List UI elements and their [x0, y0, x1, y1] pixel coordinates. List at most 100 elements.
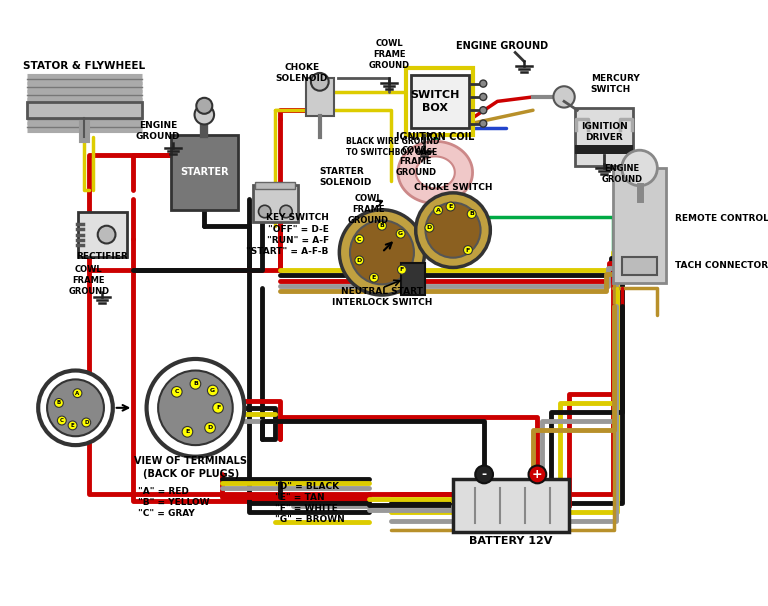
- Text: KEY SWITCH
"OFF" = D-E
"RUN" = A-F
"START" = A-F-B: KEY SWITCH "OFF" = D-E "RUN" = A-F "STAR…: [247, 213, 329, 256]
- Text: COWL
FRAME
GROUND: COWL FRAME GROUND: [68, 265, 109, 296]
- Text: VIEW OF TERMINALS
(BACK OF PLUGS): VIEW OF TERMINALS (BACK OF PLUGS): [134, 456, 247, 479]
- Text: ENGINE
GROUND: ENGINE GROUND: [136, 121, 180, 141]
- FancyBboxPatch shape: [401, 264, 425, 295]
- Circle shape: [467, 210, 476, 218]
- FancyBboxPatch shape: [256, 182, 296, 189]
- Circle shape: [475, 465, 493, 484]
- Circle shape: [194, 105, 214, 124]
- Text: C: C: [60, 418, 64, 423]
- Text: "D" = BLACK
"E" = TAN
"F" = WHITE
"G" = BROWN: "D" = BLACK "E" = TAN "F" = WHITE "G" = …: [276, 482, 345, 524]
- Circle shape: [425, 202, 481, 258]
- Text: A: A: [435, 208, 441, 213]
- Text: NEUTRAL START
INTERLOCK SWITCH: NEUTRAL START INTERLOCK SWITCH: [332, 287, 432, 307]
- Circle shape: [339, 210, 425, 295]
- Text: C: C: [174, 389, 179, 395]
- Text: F: F: [216, 405, 220, 410]
- Text: COWL
FRAME
GROUND: COWL FRAME GROUND: [348, 194, 389, 225]
- Polygon shape: [415, 156, 455, 188]
- Circle shape: [55, 399, 63, 407]
- Circle shape: [205, 422, 215, 433]
- Circle shape: [480, 107, 487, 114]
- Text: D: D: [427, 225, 432, 230]
- FancyBboxPatch shape: [27, 102, 142, 118]
- Text: COWL
FRAME
GROUND: COWL FRAME GROUND: [369, 39, 409, 70]
- Circle shape: [68, 421, 77, 430]
- FancyBboxPatch shape: [306, 78, 334, 116]
- Circle shape: [425, 223, 434, 232]
- Circle shape: [378, 221, 386, 230]
- Circle shape: [311, 73, 329, 91]
- Text: STATOR & FLYWHEEL: STATOR & FLYWHEEL: [23, 61, 145, 71]
- Circle shape: [158, 370, 233, 445]
- Text: SWITCH
BOX: SWITCH BOX: [411, 90, 460, 113]
- Text: D: D: [207, 425, 213, 430]
- Circle shape: [213, 402, 223, 413]
- Text: BATTERY 12V: BATTERY 12V: [469, 536, 552, 546]
- Text: F: F: [400, 267, 404, 272]
- Circle shape: [355, 256, 364, 265]
- Text: COWL
FRAME
GROUND: COWL FRAME GROUND: [396, 146, 436, 178]
- Text: E: E: [372, 275, 376, 280]
- Circle shape: [480, 93, 487, 101]
- Text: CHOKE SWITCH: CHOKE SWITCH: [414, 183, 492, 192]
- Circle shape: [280, 205, 293, 218]
- Circle shape: [47, 379, 104, 436]
- Text: ENGINE GROUND: ENGINE GROUND: [456, 41, 548, 52]
- Text: "A" = RED
"B" = YELLOW
"C" = GRAY: "A" = RED "B" = YELLOW "C" = GRAY: [137, 487, 209, 519]
- Text: G: G: [210, 388, 215, 393]
- Text: D: D: [84, 420, 88, 425]
- Circle shape: [350, 221, 414, 284]
- Text: RECTIFIER: RECTIFIER: [76, 252, 128, 261]
- Circle shape: [207, 385, 218, 396]
- Text: ENGINE
GROUND: ENGINE GROUND: [601, 164, 642, 184]
- Text: D: D: [356, 258, 362, 263]
- FancyBboxPatch shape: [453, 479, 568, 532]
- Circle shape: [355, 235, 364, 244]
- FancyBboxPatch shape: [575, 145, 633, 154]
- Circle shape: [446, 202, 455, 211]
- Text: TACH CONNECTOR: TACH CONNECTOR: [675, 261, 768, 270]
- Text: B: B: [193, 381, 198, 387]
- Circle shape: [528, 465, 546, 484]
- Circle shape: [190, 379, 200, 389]
- FancyBboxPatch shape: [613, 168, 666, 284]
- Circle shape: [182, 427, 193, 437]
- Text: CHOKE
SOLENOID: CHOKE SOLENOID: [276, 63, 328, 83]
- Text: STARTER: STARTER: [180, 167, 229, 178]
- Circle shape: [415, 193, 490, 267]
- Text: B: B: [379, 223, 385, 228]
- Circle shape: [259, 205, 271, 218]
- Circle shape: [434, 206, 442, 215]
- Text: E: E: [71, 423, 74, 428]
- Circle shape: [464, 245, 472, 255]
- Circle shape: [197, 98, 212, 114]
- Circle shape: [398, 265, 406, 274]
- Circle shape: [73, 388, 82, 398]
- Text: B: B: [57, 401, 61, 405]
- Text: REMOTE CONTROL: REMOTE CONTROL: [675, 214, 768, 223]
- Circle shape: [369, 273, 379, 282]
- Text: -: -: [482, 468, 487, 481]
- Text: IGNITION
DRIVER: IGNITION DRIVER: [581, 122, 627, 142]
- Text: E: E: [185, 429, 190, 435]
- Text: MERCURY
SWITCH: MERCURY SWITCH: [591, 73, 640, 94]
- FancyBboxPatch shape: [78, 212, 127, 257]
- Circle shape: [622, 150, 657, 186]
- Circle shape: [147, 359, 244, 457]
- FancyBboxPatch shape: [406, 68, 473, 135]
- Circle shape: [171, 387, 182, 397]
- Text: STARTER
SOLENOID: STARTER SOLENOID: [319, 167, 372, 187]
- Text: A: A: [75, 391, 80, 396]
- Circle shape: [480, 80, 487, 87]
- Circle shape: [58, 416, 66, 425]
- Text: F: F: [466, 248, 470, 253]
- FancyBboxPatch shape: [411, 75, 468, 128]
- Circle shape: [82, 418, 91, 427]
- Circle shape: [98, 225, 115, 244]
- Text: +: +: [532, 468, 543, 481]
- Text: G: G: [398, 231, 403, 236]
- Text: IGNITION COIL: IGNITION COIL: [396, 132, 475, 142]
- FancyBboxPatch shape: [622, 257, 657, 275]
- Text: B: B: [469, 211, 474, 216]
- Circle shape: [396, 229, 405, 238]
